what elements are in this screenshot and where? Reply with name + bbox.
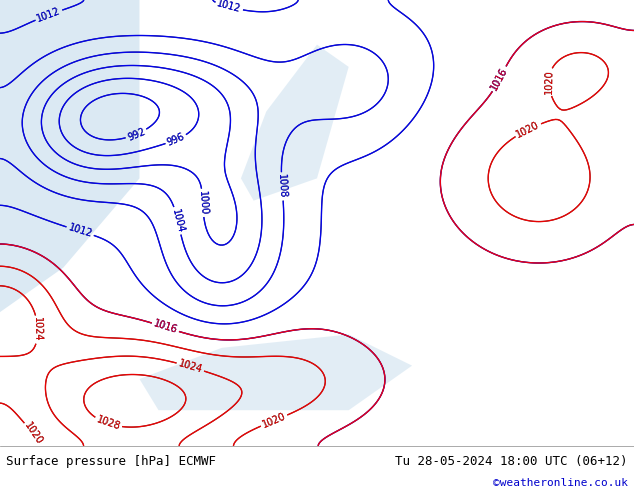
Text: 1024: 1024	[32, 317, 43, 342]
Text: 996: 996	[165, 131, 186, 148]
Text: 996: 996	[165, 131, 186, 148]
Text: 1020: 1020	[261, 411, 287, 430]
Text: 1012: 1012	[36, 6, 62, 24]
Text: Tu 28-05-2024 18:00 UTC (06+12): Tu 28-05-2024 18:00 UTC (06+12)	[395, 455, 628, 468]
Text: 1016: 1016	[152, 319, 179, 336]
Text: 992: 992	[126, 126, 146, 143]
Text: 1020: 1020	[543, 70, 554, 95]
Polygon shape	[0, 0, 139, 312]
Text: 1020: 1020	[515, 120, 541, 140]
Text: 1020: 1020	[515, 120, 541, 140]
Text: 1024: 1024	[177, 359, 204, 375]
Text: 1020: 1020	[23, 421, 45, 447]
Text: 1016: 1016	[152, 319, 179, 336]
Text: 1012: 1012	[36, 6, 62, 24]
Text: 992: 992	[126, 126, 146, 143]
Text: 1028: 1028	[95, 415, 121, 432]
Text: 1024: 1024	[32, 317, 43, 342]
Text: 1008: 1008	[276, 174, 288, 199]
Text: ©weatheronline.co.uk: ©weatheronline.co.uk	[493, 478, 628, 489]
Text: 1000: 1000	[197, 190, 209, 216]
Text: 1020: 1020	[543, 70, 554, 95]
Text: 1012: 1012	[216, 0, 242, 15]
Text: 1020: 1020	[23, 421, 45, 447]
Text: 1024: 1024	[177, 359, 204, 375]
Polygon shape	[139, 334, 412, 410]
Text: 1012: 1012	[67, 223, 93, 240]
Text: 1012: 1012	[67, 223, 93, 240]
Polygon shape	[241, 45, 349, 201]
Text: 1012: 1012	[216, 0, 242, 15]
Text: 1028: 1028	[95, 415, 121, 432]
Text: 1016: 1016	[152, 319, 179, 336]
Text: 1008: 1008	[276, 174, 288, 199]
Text: 1016: 1016	[489, 66, 510, 92]
Text: 1016: 1016	[489, 66, 510, 92]
Text: 1020: 1020	[261, 411, 287, 430]
Text: 1004: 1004	[170, 208, 186, 234]
Text: 1004: 1004	[170, 208, 186, 234]
Text: 1016: 1016	[489, 66, 510, 92]
Text: 1000: 1000	[197, 190, 209, 216]
Text: Surface pressure [hPa] ECMWF: Surface pressure [hPa] ECMWF	[6, 455, 216, 468]
